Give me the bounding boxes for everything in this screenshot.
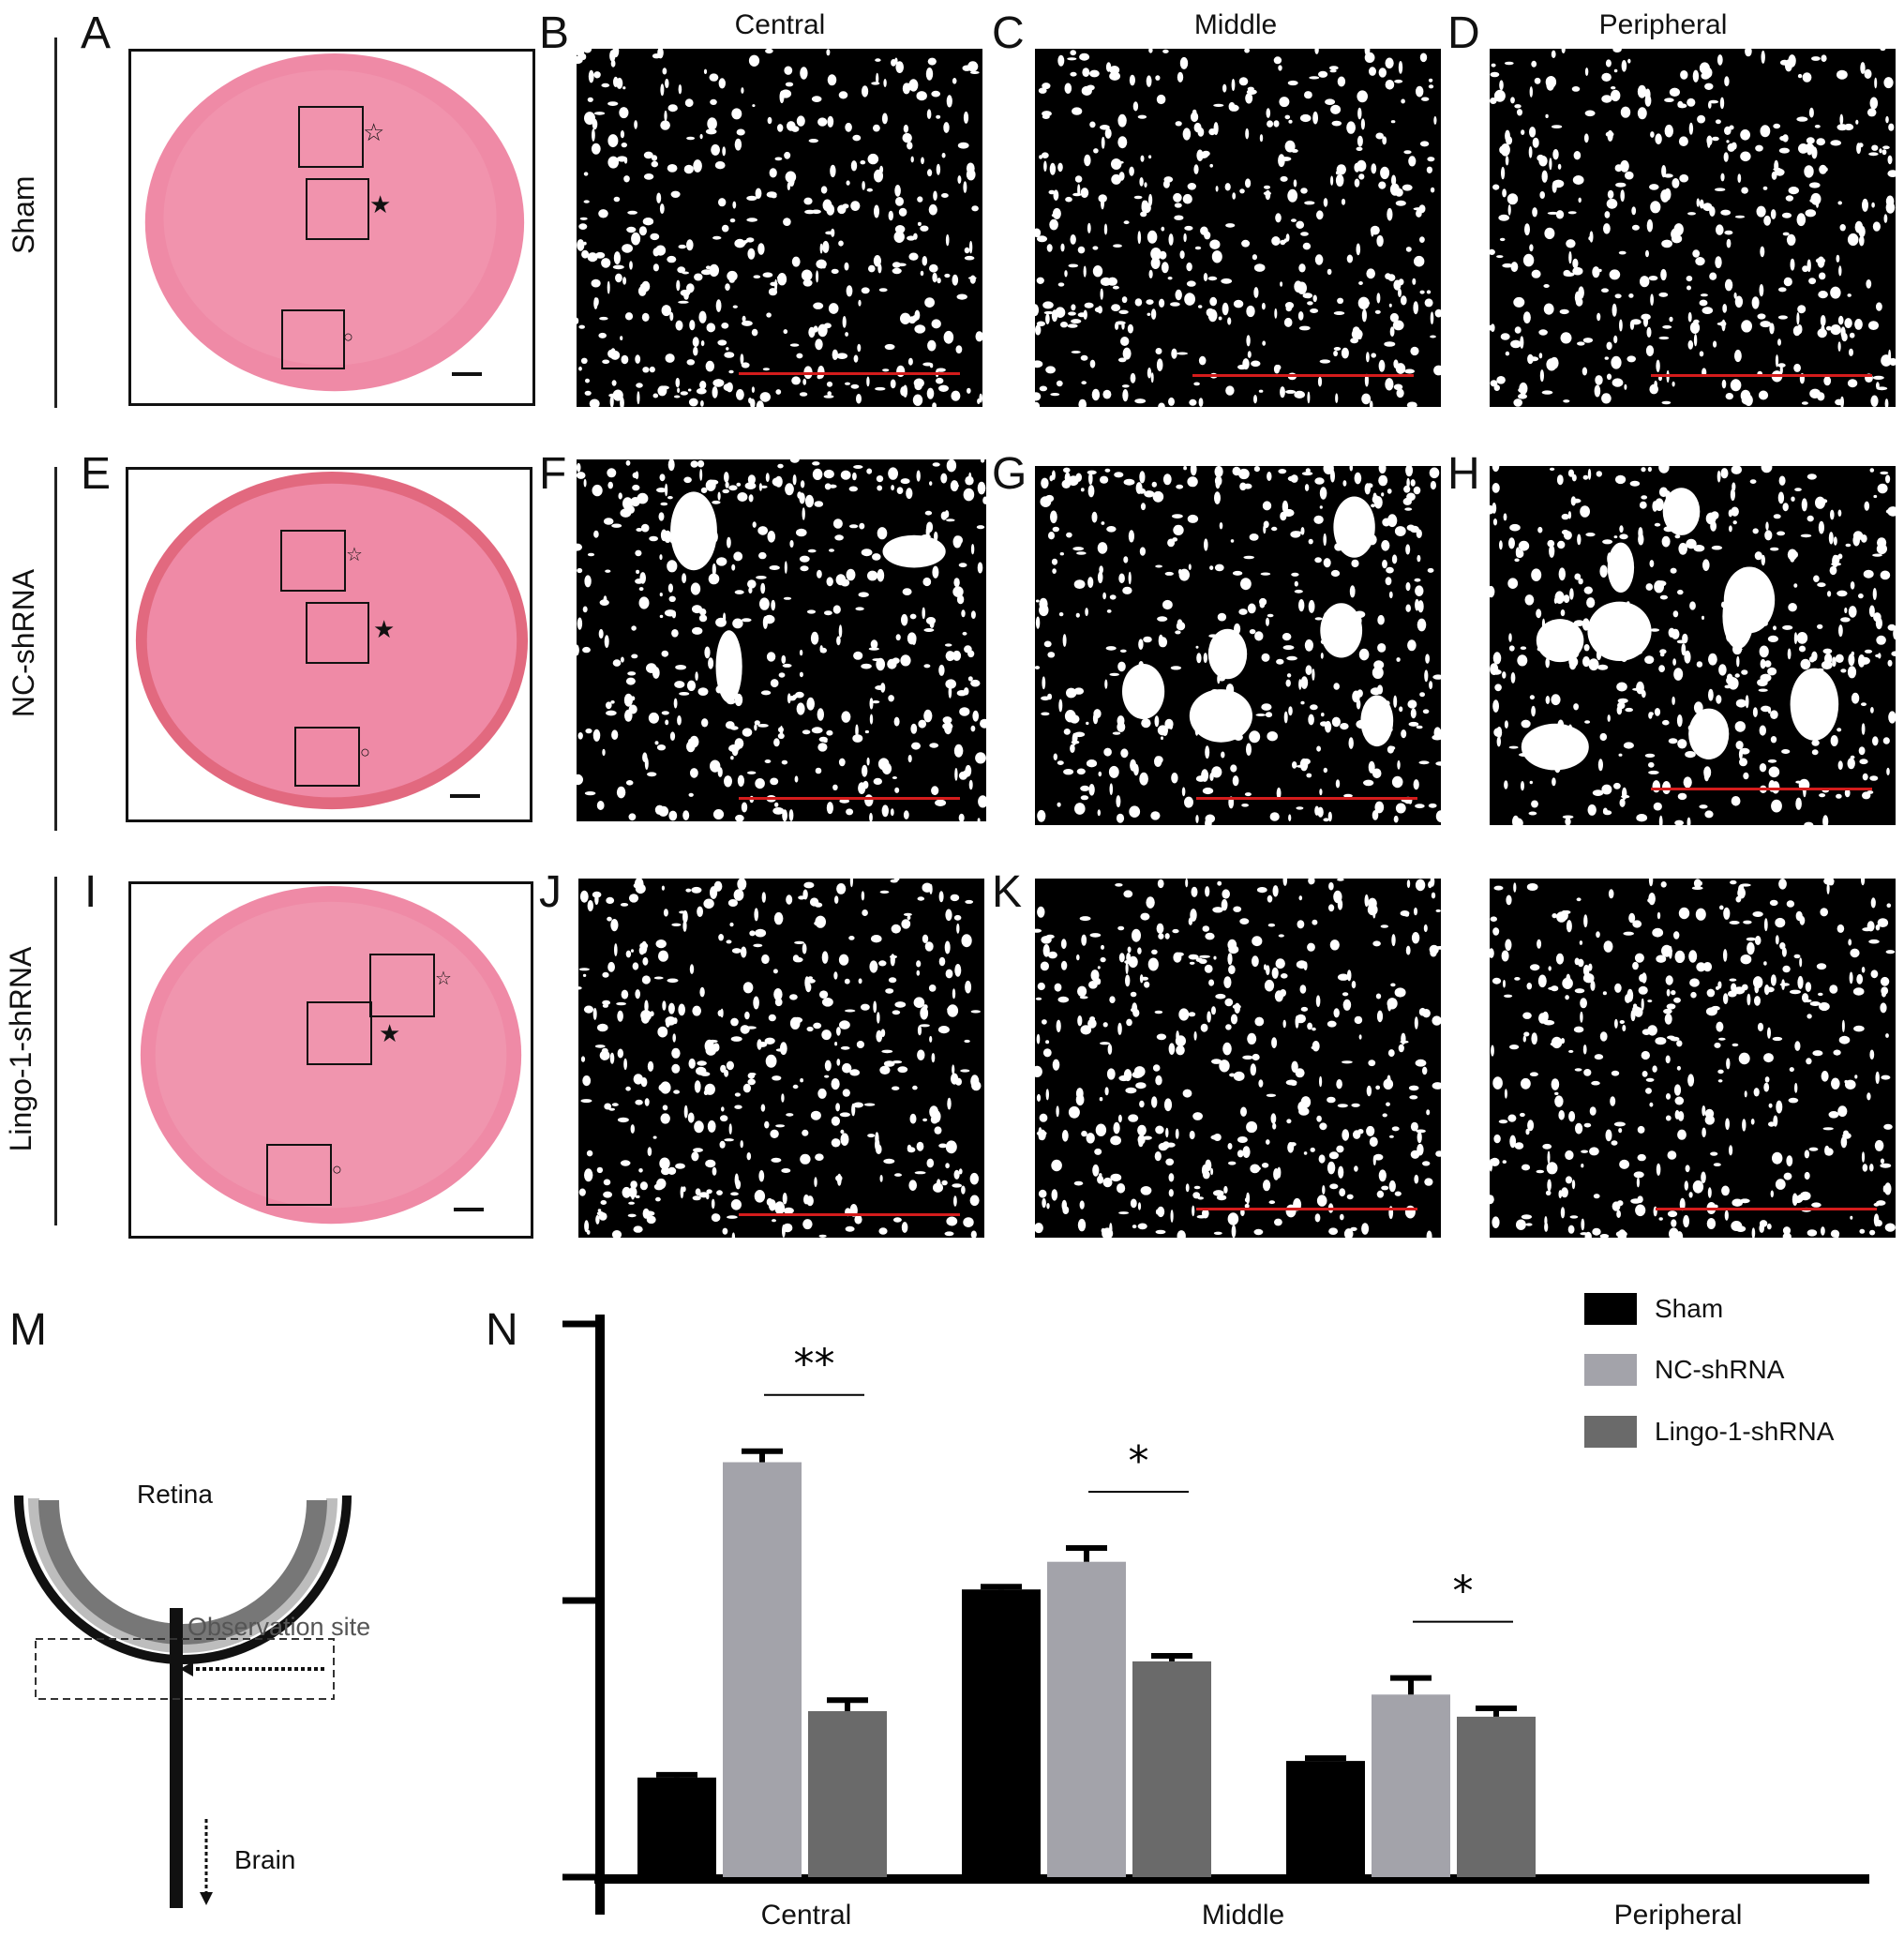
scale-bar bbox=[452, 372, 482, 376]
bar-nc-shrna-central bbox=[723, 1462, 802, 1877]
binary-image-lingo-central bbox=[578, 879, 984, 1238]
binary-image-sham-peripheral bbox=[1490, 49, 1896, 407]
panel-letter-m: M bbox=[9, 1305, 47, 1355]
red-scale-bar bbox=[1192, 374, 1414, 377]
panel-letter-g: G bbox=[992, 449, 1027, 499]
roi-box-open-star bbox=[298, 106, 364, 168]
he-section-lingo bbox=[128, 881, 533, 1239]
row-label-nc: NC-shRNA bbox=[7, 568, 40, 718]
binary-image-lingo-peripheral bbox=[1490, 879, 1896, 1238]
filled-star-icon: ★ bbox=[373, 615, 396, 643]
open-star-icon: ☆ bbox=[435, 969, 452, 989]
red-scale-bar bbox=[1196, 1208, 1417, 1210]
roi-box-filled-star bbox=[306, 178, 369, 240]
roi-box-circle bbox=[266, 1144, 332, 1206]
binary-image-nc-central bbox=[577, 459, 986, 821]
row-divider-sham bbox=[54, 38, 57, 408]
he-section-nc bbox=[126, 467, 532, 822]
panel-letter-i: I bbox=[84, 867, 97, 917]
red-scale-bar bbox=[1651, 374, 1872, 377]
circle-icon: ○ bbox=[332, 1160, 342, 1179]
column-title-central: Central bbox=[734, 9, 826, 40]
panel-letter-d: D bbox=[1447, 8, 1480, 58]
roi-box-open-star bbox=[369, 954, 435, 1017]
binary-image-nc-middle bbox=[1035, 466, 1441, 825]
roi-box-filled-star bbox=[307, 1001, 372, 1065]
red-scale-bar bbox=[1656, 1208, 1877, 1210]
filled-star-icon: ★ bbox=[369, 190, 392, 218]
column-title-middle: Middle bbox=[1193, 9, 1278, 40]
filled-star-icon: ★ bbox=[379, 1019, 401, 1047]
panel-letter-c: C bbox=[992, 8, 1025, 58]
roi-box-circle bbox=[294, 727, 360, 787]
bar-lingo-1-shrna-middle bbox=[1132, 1661, 1211, 1877]
legend-label-sham: Sham bbox=[1655, 1294, 1724, 1323]
panel-letter-a: A bbox=[81, 8, 112, 58]
roi-box-filled-star bbox=[306, 602, 369, 664]
x-tick-label-central: Central bbox=[760, 1900, 852, 1931]
bar-lingo-1-shrna-peripheral bbox=[1457, 1716, 1536, 1877]
panel-letter-n: N bbox=[486, 1305, 518, 1355]
row-divider-nc bbox=[54, 467, 57, 831]
bar-nc-shrna-middle bbox=[1047, 1561, 1126, 1877]
scale-bar bbox=[450, 794, 480, 798]
bar-lingo-1-shrna-central bbox=[808, 1711, 887, 1877]
circle-icon: ○ bbox=[360, 743, 370, 761]
row-label-lingo: Lingo-1-shRNA bbox=[4, 946, 37, 1152]
legend-swatch-sham bbox=[1584, 1293, 1637, 1325]
panel-letter-j: J bbox=[539, 867, 562, 917]
significance-marker-middle: * bbox=[1129, 1437, 1149, 1485]
red-scale-bar bbox=[739, 797, 960, 800]
panel-letter-k: K bbox=[992, 867, 1023, 917]
roi-box-circle bbox=[281, 309, 345, 369]
roi-box-open-star bbox=[280, 530, 346, 592]
open-star-icon: ☆ bbox=[363, 118, 385, 146]
bar-nc-shrna-peripheral bbox=[1372, 1694, 1450, 1877]
retina-label: Retina bbox=[137, 1480, 213, 1509]
significance-marker-peripheral: * bbox=[1453, 1568, 1474, 1616]
bar-sham-peripheral bbox=[1286, 1761, 1365, 1877]
panel-letter-h: H bbox=[1447, 449, 1480, 499]
legend-swatch-lingo bbox=[1584, 1416, 1637, 1448]
circle-icon: ○ bbox=[343, 327, 353, 346]
red-scale-bar bbox=[1651, 788, 1872, 790]
panel-letter-f: F bbox=[539, 449, 567, 499]
he-section-sham bbox=[128, 49, 535, 406]
binary-image-sham-middle bbox=[1035, 49, 1441, 407]
x-tick-label-peripheral: Peripheral bbox=[1613, 1900, 1743, 1931]
red-scale-bar bbox=[1196, 797, 1417, 800]
legend-label-nc-shrna: NC-shRNA bbox=[1655, 1355, 1785, 1384]
bar-sham-central bbox=[637, 1777, 716, 1877]
panel-letter-e: E bbox=[81, 449, 112, 499]
observation-site-label: Observation site bbox=[187, 1613, 371, 1641]
brain-label: Brain bbox=[234, 1845, 296, 1874]
bar-chart: ** * * bbox=[525, 1303, 1894, 1931]
significance-marker-central: ** bbox=[794, 1341, 835, 1389]
bar-sham-middle bbox=[962, 1589, 1041, 1877]
open-star-icon: ☆ bbox=[346, 545, 363, 565]
binary-image-nc-peripheral bbox=[1490, 466, 1896, 825]
binary-image-sham-central bbox=[577, 49, 982, 407]
optic-nerve-diagram bbox=[0, 1463, 394, 1913]
red-scale-bar bbox=[739, 372, 960, 375]
scale-bar bbox=[454, 1208, 484, 1211]
legend-swatch-nc-shrna bbox=[1584, 1354, 1637, 1386]
legend-label-lingo: Lingo-1-shRNA bbox=[1655, 1417, 1835, 1446]
row-label-sham: Sham bbox=[7, 175, 40, 254]
panel-letter-b: B bbox=[539, 8, 570, 58]
column-title-peripheral: Peripheral bbox=[1598, 9, 1728, 40]
row-divider-lingo bbox=[54, 877, 57, 1225]
x-tick-label-middle: Middle bbox=[1201, 1900, 1285, 1931]
binary-image-lingo-middle bbox=[1035, 879, 1441, 1238]
red-scale-bar bbox=[739, 1213, 960, 1216]
